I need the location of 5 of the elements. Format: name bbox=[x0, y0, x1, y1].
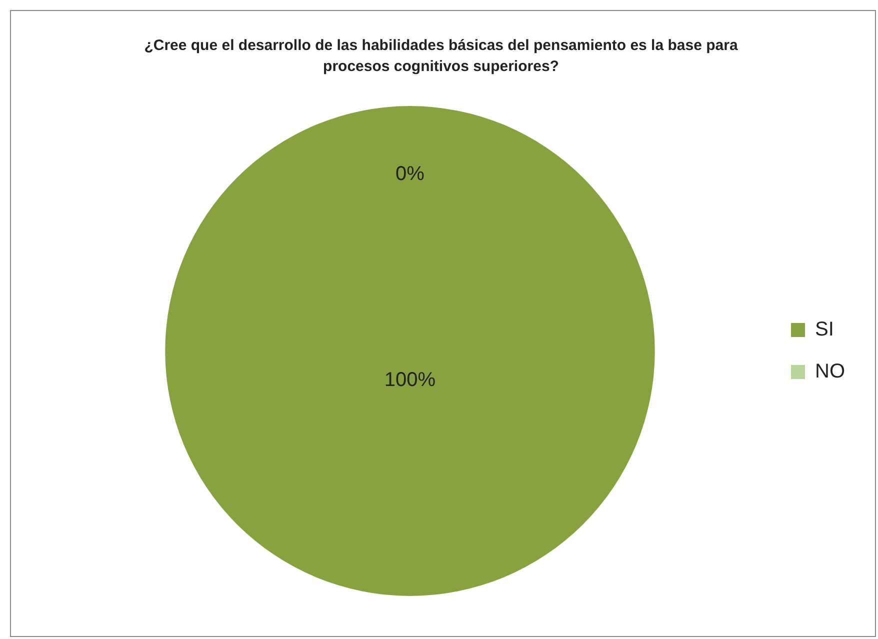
legend-label: SI bbox=[815, 318, 834, 341]
legend-label: NO bbox=[815, 360, 845, 383]
data-label: 100% bbox=[384, 368, 436, 391]
text: 0% bbox=[396, 163, 424, 186]
chart-title: ¿Cree que el desarrollo de las habilidades básicas del pensamiento es la base para procesos cognitivos superiores? bbox=[143, 36, 739, 77]
